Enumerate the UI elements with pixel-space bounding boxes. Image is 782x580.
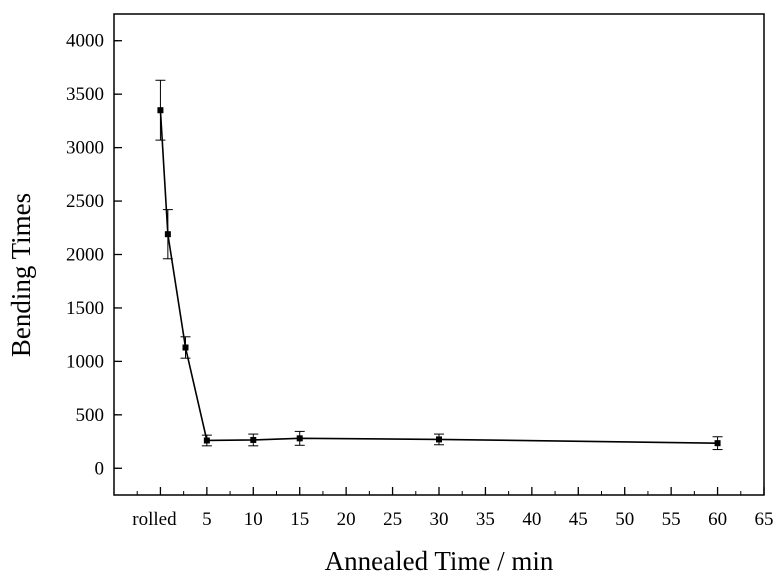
x-tick-label: rolled	[132, 509, 177, 530]
x-tick-label: 20	[337, 509, 356, 530]
y-tick-label: 1500	[66, 298, 104, 319]
x-tick-label: 60	[708, 509, 727, 530]
x-tick-label: 45	[569, 509, 588, 530]
plot-frame	[113, 13, 765, 496]
x-tick-label: 5	[202, 509, 212, 530]
data-point	[250, 436, 257, 443]
x-tick-label: 55	[662, 509, 681, 530]
data-point	[203, 437, 210, 444]
y-axis-title: Bending Times	[6, 193, 36, 357]
data-point	[296, 435, 303, 442]
y-tick-label: 2500	[66, 191, 104, 212]
y-tick-label: 3000	[66, 138, 104, 159]
data-point	[157, 107, 164, 114]
y-tick-label: 2000	[66, 245, 104, 266]
data-point	[714, 440, 721, 447]
x-axis-ticks: rolled 5 10 15 20 25 30 35 40 45 50 55 60 65	[132, 487, 774, 530]
y-axis-ticks: 0 500 1000 1500 2000 2500 3000 3500 4000	[66, 31, 122, 479]
x-tick-label: 15	[290, 509, 309, 530]
x-tick-label: 40	[522, 509, 541, 530]
data-point	[436, 436, 442, 443]
x-tick-label: 35	[476, 509, 495, 530]
y-tick-label: 0	[95, 458, 105, 479]
x-tick-label: 10	[244, 509, 263, 530]
data-point	[182, 344, 189, 351]
series-line	[159, 110, 718, 444]
y-tick-label: 3500	[66, 84, 104, 105]
x-tick-label: 50	[615, 509, 634, 530]
y-tick-label: 1000	[66, 351, 104, 372]
data-series	[155, 79, 723, 451]
x-axis-title: Annealed Time / min	[325, 546, 554, 576]
x-tick-label: 30	[430, 509, 449, 530]
data-point	[164, 231, 171, 238]
x-tick-label: 65	[755, 509, 774, 530]
x-tick-label: 25	[383, 509, 402, 530]
y-tick-label: 500	[76, 405, 105, 426]
y-tick-label: 4000	[66, 31, 104, 52]
